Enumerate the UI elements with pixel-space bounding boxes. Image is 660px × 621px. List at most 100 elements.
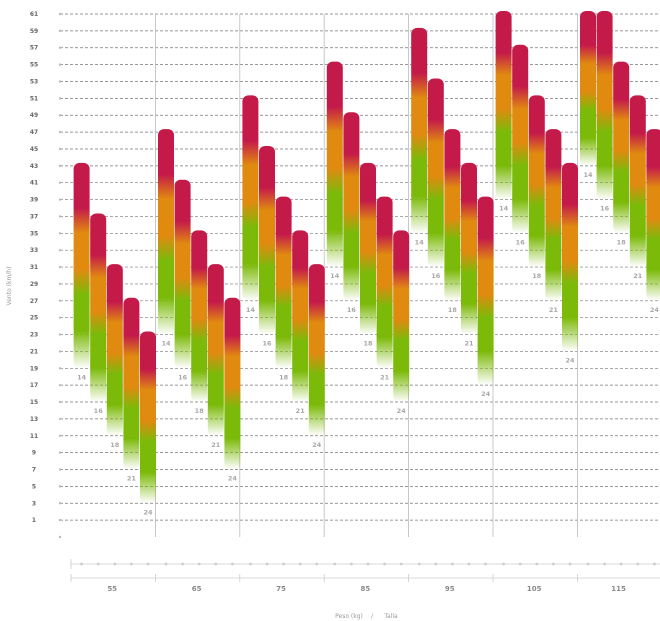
size-label: 21 — [296, 407, 306, 415]
y-tick-label: 15 — [30, 399, 38, 406]
x-axis-dot — [383, 562, 386, 566]
y-tick-dot — [58, 451, 62, 454]
y-tick-label: 11 — [30, 433, 38, 440]
size-label: 24 — [565, 356, 575, 364]
x-axis-dot — [80, 562, 83, 566]
y-tick-label: 55 — [30, 62, 38, 69]
y-tick-dot — [58, 333, 62, 336]
size-label: 24 — [312, 441, 322, 449]
x-axis-dot — [249, 562, 252, 566]
x-tick-label: 75 — [276, 585, 286, 593]
y-tick-label: 9 — [32, 450, 36, 457]
size-label: 14 — [499, 205, 509, 213]
size-label: 14 — [415, 238, 425, 246]
x-tick-label: 55 — [107, 585, 117, 593]
x-tick-label: 105 — [527, 585, 542, 593]
y-tick-label: 27 — [30, 298, 38, 305]
x-axis-dot — [113, 562, 117, 566]
range-bar — [360, 162, 376, 335]
y-tick-label: 13 — [30, 416, 38, 423]
y-tick-dot — [58, 80, 62, 83]
y-tick-dot — [58, 367, 62, 370]
x-axis-dot — [214, 562, 218, 566]
range-bar — [123, 297, 140, 470]
x-axis-dot — [484, 562, 487, 566]
y-tick-dot — [58, 434, 62, 437]
x-axis-dot — [350, 562, 353, 566]
y-tick-label: 35 — [30, 230, 38, 237]
y-tick-dot — [58, 164, 62, 168]
x-axis-title-weight: Peso (kg) — [335, 613, 363, 620]
size-label: 24 — [228, 475, 238, 483]
y-axis-title: Vento (km/h) — [6, 267, 13, 306]
y-tick-label: 3 — [32, 500, 36, 507]
y-tick-label: 37 — [30, 213, 38, 220]
y-tick-dot — [58, 181, 62, 184]
y-tick-label: 59 — [30, 28, 38, 35]
y-tick-dot — [58, 29, 62, 33]
y-tick-dot — [58, 299, 62, 303]
range-bar — [495, 11, 512, 200]
y-axis-ticks: 1357911131517192123252729313335373941434… — [30, 11, 62, 539]
x-axis-dot — [568, 562, 572, 566]
size-label: 24 — [650, 306, 660, 314]
range-bar — [73, 162, 90, 369]
range-bar — [427, 78, 444, 268]
range-bar — [444, 129, 461, 301]
x-tick-label: 95 — [445, 585, 455, 593]
y-tick-label: 23 — [30, 332, 38, 339]
y-tick-label: 51 — [30, 95, 38, 102]
size-label: 16 — [178, 373, 188, 381]
size-label: 21 — [211, 441, 221, 449]
range-bar — [140, 331, 156, 504]
range-bar — [106, 264, 123, 436]
y-tick-label: 39 — [30, 197, 38, 204]
range-bar — [343, 112, 360, 301]
range-bar — [613, 61, 630, 234]
y-tick-dot — [58, 400, 62, 404]
range-bar — [292, 230, 309, 403]
size-label: 14 — [246, 306, 256, 314]
x-axis-dot — [502, 562, 505, 566]
x-axis-dot — [181, 562, 185, 566]
y-tick-dot — [58, 198, 62, 201]
range-bar — [158, 129, 174, 335]
range-bar — [580, 11, 596, 166]
x-axis-dot — [282, 562, 285, 566]
x-axis-dot — [619, 562, 623, 566]
x-axis-dot — [552, 562, 555, 566]
range-bar — [393, 230, 410, 403]
x-axis-dot — [366, 562, 370, 566]
y-tick-label: 31 — [30, 264, 38, 271]
size-label: 18 — [617, 238, 627, 246]
size-label: 14 — [330, 272, 340, 280]
y-tick-label: 1 — [32, 517, 36, 524]
size-label: 24 — [397, 407, 407, 415]
x-axis-dot — [96, 562, 100, 566]
x-axis-dot — [434, 562, 438, 566]
size-label: 24 — [143, 508, 153, 516]
y-tick-dot — [58, 215, 62, 218]
y-tick-dot — [58, 417, 62, 421]
x-axis-dot — [653, 562, 656, 566]
bars: 14 16 18 21 24 14 16 18 21 24 14 16 18 21 24 14 16 18 21 24… — [73, 11, 660, 516]
x-axis-dot — [315, 562, 319, 566]
size-label: 21 — [380, 373, 390, 381]
y-tick-dot — [58, 282, 62, 286]
range-bar — [376, 196, 393, 369]
size-label: 21 — [549, 306, 559, 314]
y-tick-dot — [58, 147, 62, 151]
y-tick-dot — [58, 468, 62, 471]
x-axis-dot — [518, 562, 522, 566]
x-axis-dot — [399, 562, 403, 566]
size-label: 14 — [161, 340, 171, 348]
size-label: 21 — [127, 475, 137, 483]
x-axis-dot — [146, 562, 150, 566]
y-tick-dot — [58, 502, 62, 505]
x-axis-dot — [130, 562, 133, 566]
y-tick-dot — [58, 350, 62, 353]
y-tick-dot — [58, 97, 62, 100]
y-tick-dot — [58, 518, 62, 522]
y-tick-dot — [58, 265, 62, 269]
range-bar — [242, 95, 259, 301]
